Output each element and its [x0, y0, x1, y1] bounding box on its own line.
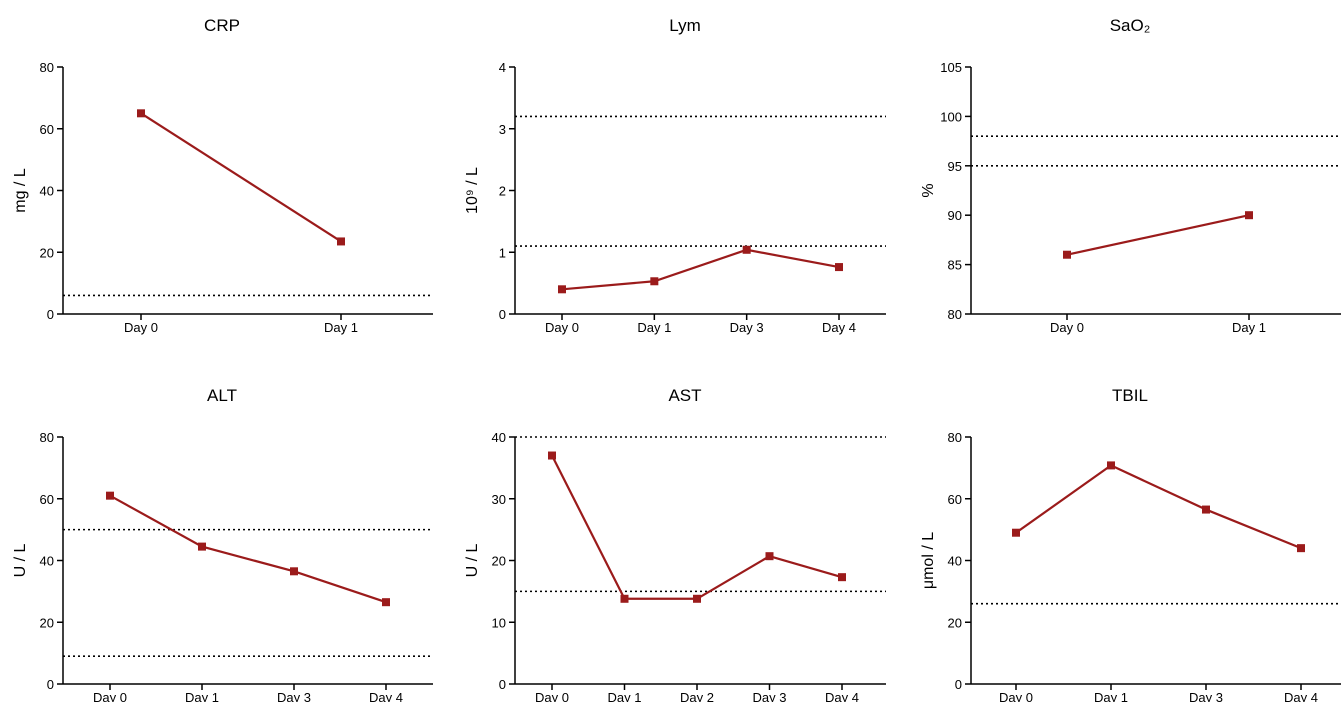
y-tick-label: 3	[499, 122, 506, 137]
x-tick-label: Day 0	[999, 690, 1033, 702]
y-tick-label: 80	[948, 307, 962, 322]
y-tick-label: 10	[492, 615, 506, 630]
y-axis-label: U / L	[12, 544, 29, 578]
y-tick-label: 90	[948, 208, 962, 223]
y-tick-label: 20	[40, 245, 54, 260]
y-tick-label: 0	[499, 677, 506, 692]
y-tick-label: 2	[499, 184, 506, 199]
chart-panel-lym: Lym 0 1 2 3 4 10⁹ / L Day 0 Day 1 Day 3 Day 4	[464, 16, 886, 335]
y-tick-label: 1	[499, 245, 506, 260]
series-line	[109, 494, 387, 604]
data-point	[838, 573, 846, 582]
y-tick-label: 30	[492, 492, 506, 507]
chart-panel-alt: ALT 0 20 40 60 80 U / L Day 0 Day 1 Day 3 Day 4	[12, 386, 433, 702]
y-tick-label: 80	[40, 60, 54, 75]
x-tick-label: Day 0	[93, 690, 127, 702]
y-tick-label: 20	[948, 615, 962, 630]
chart-title: CRP	[204, 16, 240, 35]
data-point	[1063, 250, 1071, 259]
series-line	[140, 112, 342, 243]
chart-title: AST	[668, 386, 701, 405]
x-tick-label: Day 0	[535, 690, 569, 702]
data-point	[1297, 544, 1305, 553]
chart-title: TBIL	[1112, 386, 1148, 405]
x-tick-label: Day 1	[637, 320, 671, 335]
x-tick-label: Day 4	[825, 690, 859, 702]
chart-panel-crp: CRP 0 20 40 60 80 mg / L Day 0 Day 1	[12, 16, 433, 335]
x-tick-label: Day 3	[730, 320, 764, 335]
y-axis-label: %	[920, 183, 937, 197]
y-tick-label: 0	[47, 307, 54, 322]
data-point	[198, 542, 206, 551]
x-tick-label: Day 3	[753, 690, 787, 702]
x-tick-label: Day 1	[1094, 690, 1128, 702]
chart-title: Lym	[669, 16, 701, 35]
series-line	[1015, 464, 1302, 550]
y-tick-label: 100	[940, 109, 962, 124]
data-point	[693, 594, 701, 603]
y-tick-label: 0	[499, 307, 506, 322]
x-tick-label: Day 4	[369, 690, 403, 702]
data-point	[742, 245, 751, 254]
series-line	[551, 455, 843, 600]
y-tick-label: 40	[40, 184, 54, 199]
data-point	[137, 109, 145, 118]
data-point	[558, 285, 566, 294]
data-point	[835, 263, 843, 272]
x-tick-label: Day 4	[1284, 690, 1318, 702]
chart-title: SaO₂	[1110, 16, 1151, 35]
data-point	[765, 552, 774, 561]
y-tick-label: 95	[948, 159, 962, 174]
x-tick-label: Day 0	[545, 320, 579, 335]
y-tick-label: 0	[955, 677, 962, 692]
series-line	[561, 248, 840, 291]
data-point	[620, 594, 629, 603]
y-axis-label: mg / L	[12, 168, 29, 213]
y-tick-label: 40	[492, 430, 506, 445]
y-tick-label: 60	[948, 492, 962, 507]
y-tick-label: 0	[47, 677, 54, 692]
y-tick-label: 40	[948, 554, 962, 569]
x-tick-label: Day 0	[1050, 320, 1084, 335]
x-tick-label: Day 0	[124, 320, 158, 335]
data-point	[548, 451, 556, 460]
x-tick-label: Day 3	[1189, 690, 1223, 702]
data-point	[650, 277, 659, 286]
x-tick-label: Day 1	[324, 320, 358, 335]
data-point	[290, 567, 298, 576]
y-tick-label: 60	[40, 122, 54, 137]
y-tick-label: 105	[940, 60, 962, 75]
data-point	[1245, 211, 1253, 220]
y-tick-label: 40	[40, 554, 54, 569]
y-axis-label: U / L	[464, 544, 481, 578]
x-tick-label: Day 1	[185, 690, 219, 702]
data-point	[1202, 505, 1210, 514]
x-tick-label: Day 2	[680, 690, 714, 702]
y-tick-label: 4	[499, 60, 506, 75]
chart-title: ALT	[207, 386, 237, 405]
x-tick-label: Day 1	[608, 690, 642, 702]
chart-panel-sao-: SaO₂ 80 85 90 95 100 105% Day 0 Day 1	[920, 16, 1341, 335]
y-tick-label: 80	[948, 430, 962, 445]
x-tick-label: Day 4	[822, 320, 856, 335]
y-tick-label: 80	[40, 430, 54, 445]
data-point	[106, 491, 114, 500]
y-tick-label: 20	[492, 554, 506, 569]
chart-panel-tbil: TBIL 0 20 40 60 80 μmol / L Day 0 Day 1 Day 3 Day …	[920, 386, 1341, 702]
y-axis-label: 10⁹ / L	[464, 167, 481, 214]
x-tick-label: Day 1	[1232, 320, 1266, 335]
x-tick-label: Day 3	[277, 690, 311, 702]
y-tick-label: 60	[40, 492, 54, 507]
series-line	[1066, 214, 1250, 256]
data-point	[337, 237, 345, 246]
y-tick-label: 85	[948, 258, 962, 273]
data-point	[1012, 528, 1020, 537]
y-tick-label: 20	[40, 615, 54, 630]
data-point	[382, 598, 390, 607]
data-point	[1107, 461, 1115, 470]
chart-panel-ast: AST 0 10 20 30 40 U / L Day 0 Day 1 Day 2 Day 3 Day…	[464, 386, 886, 702]
y-axis-label: μmol / L	[920, 532, 937, 589]
